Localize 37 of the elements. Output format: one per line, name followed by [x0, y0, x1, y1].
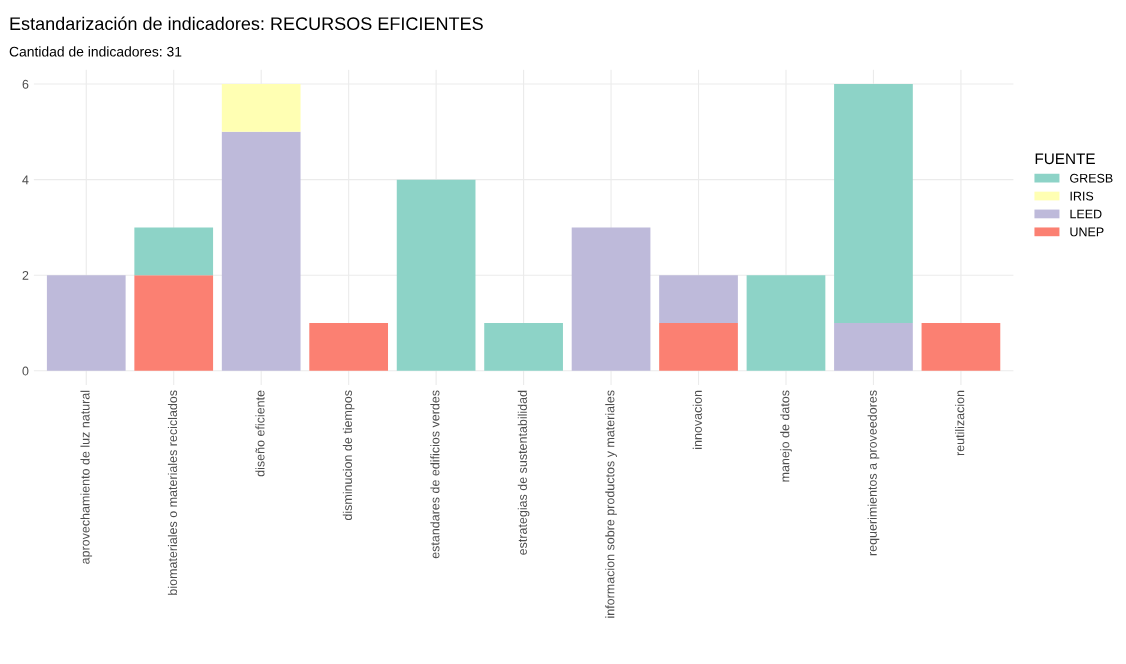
- x-tick-label: diseño eficiente: [255, 390, 265, 477]
- legend-title: FUENTE: [1035, 153, 1095, 165]
- bar: [921, 323, 1001, 371]
- bar: [396, 179, 476, 371]
- x-tick-label: estrategias de sustentabilidad: [517, 390, 530, 555]
- bar: [46, 275, 126, 371]
- x-tick-label: aprovechamiento de luz natural: [80, 390, 93, 564]
- bar: [746, 275, 826, 371]
- bar: [484, 323, 563, 371]
- y-tick-label: 2: [22, 271, 29, 280]
- bar: [659, 323, 738, 371]
- bar: [221, 131, 301, 371]
- bar: [221, 84, 301, 132]
- x-tick-label: reutilizacion: [955, 390, 965, 456]
- x-tick-label: biomateriales o materiales reciclados: [167, 390, 178, 595]
- x-tick-label: requerimientos a proveedores: [867, 390, 880, 556]
- bar: [571, 227, 651, 371]
- x-tick-label: disminucion de tiempos: [342, 390, 355, 521]
- bar: [834, 84, 913, 323]
- bar: [659, 275, 738, 323]
- x-tick-label: innovacion: [692, 390, 702, 449]
- legend-label: LEED: [1070, 209, 1102, 219]
- x-tick-label: estandares de edificios verdes: [430, 390, 440, 559]
- bar: [834, 323, 913, 371]
- y-tick-label: 6: [22, 79, 29, 89]
- x-tick-label: manejo de datos: [780, 390, 792, 482]
- chart-subtitle: Cantidad de indicadores: 31: [9, 46, 182, 57]
- bar: [309, 323, 389, 371]
- bar: [134, 275, 214, 371]
- legend-label: IRIS: [1070, 191, 1094, 201]
- bar: [134, 227, 214, 276]
- legend-label: GRESB: [1070, 173, 1113, 183]
- y-tick-label: 0: [22, 366, 29, 376]
- legend-label: UNEP: [1070, 227, 1104, 237]
- y-tick-label: 4: [22, 175, 29, 185]
- x-tick-label: informacion sobre productos y materiales: [605, 390, 617, 618]
- chart-title: Estandarización de indicadores: RECURSOS EFICIENTES: [10, 16, 483, 31]
